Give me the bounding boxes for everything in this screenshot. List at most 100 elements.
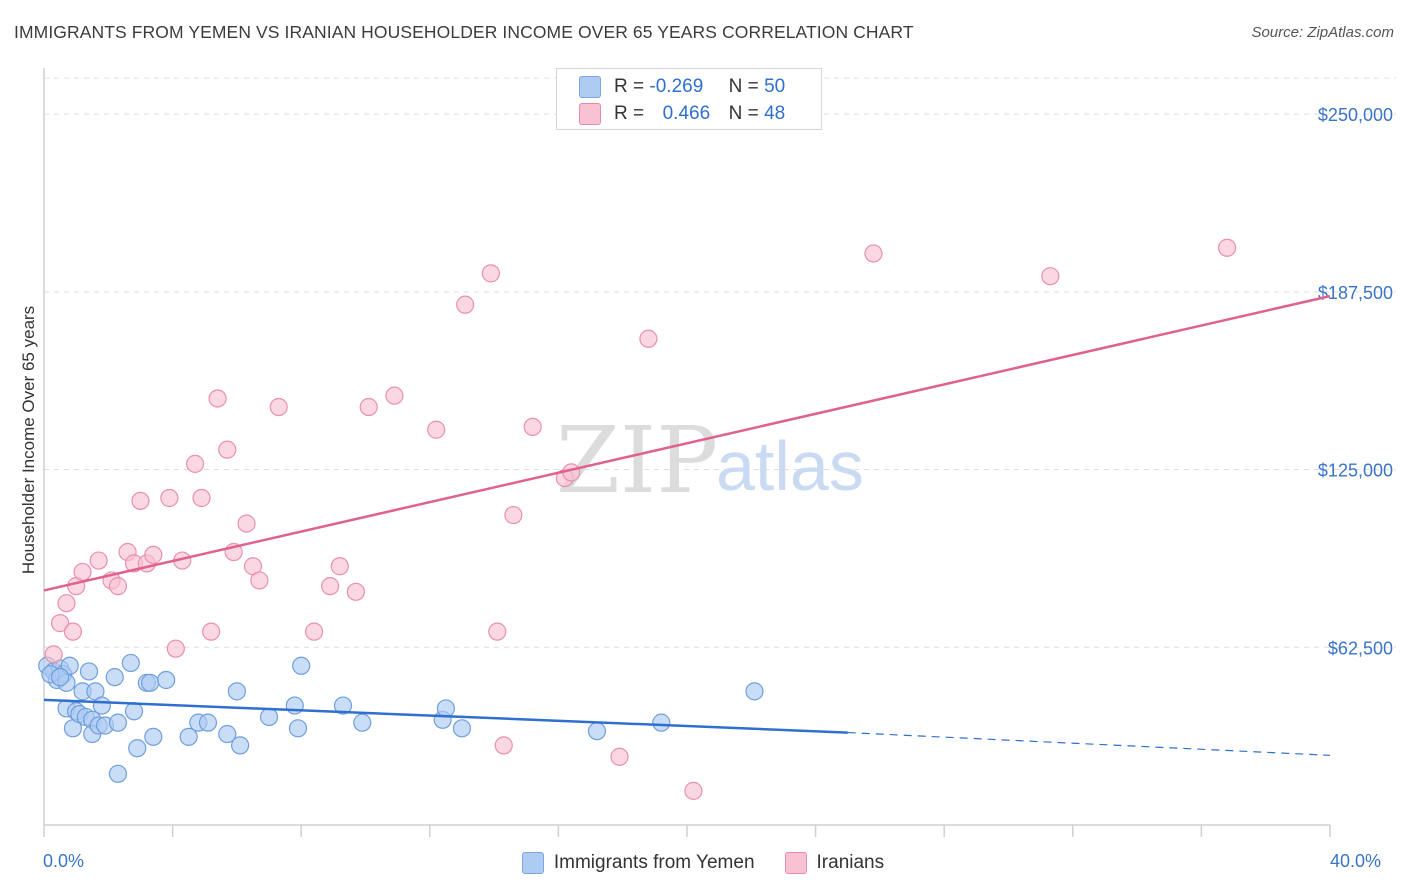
series-legend: Immigrants from Yemen Iranians — [0, 852, 1406, 874]
y-tick-label: $125,000 — [1318, 461, 1393, 481]
axes — [43, 68, 1331, 837]
x-tick-max: 40.0% — [1330, 851, 1382, 871]
data-point — [202, 622, 221, 641]
data-point — [864, 244, 883, 263]
legend-item-iranians[interactable]: Iranians — [784, 852, 885, 874]
series-immigrants-from-yemen — [38, 653, 764, 783]
data-point — [105, 668, 124, 687]
y-tick-labels: $62,500 $125,000 $187,500 $250,000 — [1318, 105, 1393, 658]
data-point — [330, 557, 349, 576]
data-point — [333, 696, 353, 715]
y-tick-label: $187,500 — [1318, 283, 1393, 303]
data-point — [198, 713, 218, 732]
data-point — [218, 440, 237, 459]
data-point — [208, 389, 227, 408]
data-point — [684, 781, 703, 800]
data-point — [108, 764, 128, 783]
r-value: 0.466 — [662, 103, 711, 124]
data-point — [353, 713, 372, 732]
n-label: N = — [728, 76, 759, 97]
y-tick-label: $62,500 — [1328, 638, 1393, 658]
data-point — [562, 463, 581, 482]
data-point — [192, 488, 211, 508]
data-point — [610, 747, 629, 766]
data-point — [481, 264, 500, 283]
data-point — [157, 670, 176, 690]
data-point — [269, 397, 288, 417]
data-point — [44, 645, 63, 664]
y-tick-label: $250,000 — [1318, 105, 1393, 125]
data-point — [523, 417, 542, 437]
trend-line-yemen — [43, 698, 848, 734]
stats-row-iranians: R = 0.466 N = 48 — [579, 102, 785, 126]
data-point — [304, 622, 324, 641]
data-point — [456, 295, 475, 314]
data-point — [63, 622, 83, 641]
x-tick-min: 0.0% — [43, 851, 85, 871]
data-point — [166, 639, 185, 658]
y-axis-label: Householder Income Over 65 years — [19, 306, 38, 574]
data-point — [121, 653, 140, 673]
legend-swatch-blue — [521, 852, 544, 874]
data-point — [745, 682, 764, 701]
watermark-zip: ZIP — [556, 407, 718, 514]
stats-row-yemen: R = -0.269 N = 50 — [579, 75, 785, 99]
data-point — [359, 397, 378, 417]
legend-item-yemen[interactable]: Immigrants from Yemen — [521, 852, 755, 874]
legend-swatch-pink — [579, 103, 601, 125]
data-point — [73, 562, 92, 582]
data-point — [1218, 238, 1237, 257]
data-point — [50, 668, 70, 687]
data-point — [124, 702, 144, 721]
data-point — [1041, 267, 1060, 286]
data-point — [227, 682, 246, 701]
n-value: 48 — [764, 103, 786, 124]
legend-label-iranians: Iranians — [816, 852, 885, 873]
data-point — [259, 707, 279, 727]
data-point — [57, 594, 76, 613]
data-point — [639, 329, 658, 348]
legend-swatch-blue — [579, 76, 601, 98]
trend-line-iranians — [43, 294, 1331, 592]
trend-lines — [43, 294, 1331, 756]
legend-swatch-pink — [784, 852, 807, 874]
data-point — [231, 736, 250, 755]
data-point — [488, 622, 507, 641]
data-point — [79, 662, 99, 681]
data-point — [108, 713, 128, 732]
data-point — [436, 699, 455, 718]
data-point — [128, 739, 147, 758]
source-label: Source: ZipAtlas.com — [1251, 24, 1394, 41]
data-point — [494, 736, 513, 755]
data-point — [140, 673, 160, 692]
data-point — [50, 614, 70, 633]
data-point — [160, 488, 179, 508]
data-point — [144, 727, 163, 746]
watermark-atlas: atlas — [716, 427, 864, 505]
data-point — [427, 420, 446, 439]
r-label: R = — [614, 76, 645, 97]
data-point — [288, 719, 308, 738]
chart-title: IMMIGRANTS FROM YEMEN VS IRANIAN HOUSEHO… — [14, 22, 914, 42]
data-point — [92, 696, 111, 715]
data-point — [89, 551, 108, 570]
data-point — [346, 582, 365, 601]
data-point — [587, 722, 607, 741]
data-point — [452, 719, 472, 738]
data-point — [237, 514, 256, 533]
data-point — [108, 577, 128, 596]
r-label: R = — [614, 103, 645, 124]
stats-legend: R = -0.269 N = 50 R = 0.466 N = 48 — [556, 68, 822, 130]
data-point — [186, 454, 205, 473]
series-iranians — [44, 238, 1237, 800]
data-point — [179, 727, 198, 746]
data-point — [218, 724, 237, 744]
data-point — [292, 656, 311, 675]
trend-line-yemen-extension — [847, 731, 1331, 756]
r-value: -0.269 — [649, 76, 704, 97]
data-point — [385, 386, 404, 405]
data-point — [144, 545, 163, 564]
legend-label-yemen: Immigrants from Yemen — [553, 852, 755, 873]
data-point — [250, 571, 269, 590]
